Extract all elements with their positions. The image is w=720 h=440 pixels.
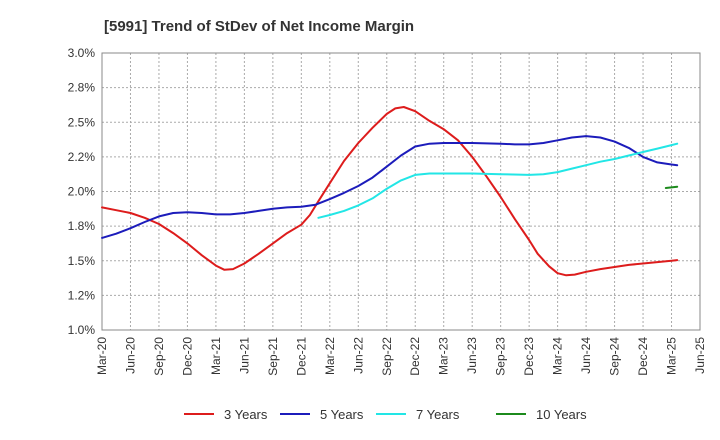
grid — [102, 53, 700, 330]
chart-title: [5991] Trend of StDev of Net Income Marg… — [104, 18, 414, 35]
x-tick-label: Jun-23 — [465, 337, 479, 374]
series-line-3-years — [101, 106, 679, 277]
y-tick-label: 2.0% — [68, 185, 96, 199]
x-tick-label: Dec-24 — [636, 337, 650, 376]
series-line-10-years — [664, 185, 679, 189]
y-tick-label: 1.0% — [68, 323, 96, 337]
x-tick-label: Sep-21 — [266, 337, 280, 376]
x-tick-label: Sep-23 — [494, 337, 508, 376]
x-tick-label: Dec-22 — [408, 337, 422, 376]
x-tick-label: Dec-21 — [294, 337, 308, 376]
y-tick-label: 2.5% — [68, 115, 96, 129]
x-tick-label: Mar-22 — [323, 337, 337, 375]
x-axis-ticks: Mar-20 Jun-20 Sep-20 Dec-20 Mar-21 Jun-21 Sep-… — [95, 337, 707, 376]
y-tick-label: 2.8% — [68, 81, 96, 95]
legend-label-3-years: 3 Years — [224, 407, 268, 422]
x-tick-label: Jun-20 — [123, 337, 137, 374]
x-tick-label: Mar-21 — [209, 337, 223, 375]
y-tick-label: 1.8% — [68, 219, 96, 233]
legend-label-10-years: 10 Years — [536, 407, 587, 422]
plot-area — [101, 52, 701, 331]
x-tick-label: Sep-22 — [380, 337, 394, 376]
x-tick-label: Dec-23 — [522, 337, 536, 376]
x-tick-label: Jun-22 — [351, 337, 365, 374]
x-tick-label: Dec-20 — [180, 337, 194, 376]
y-tick-label: 1.5% — [68, 254, 96, 268]
x-tick-label: Mar-20 — [95, 337, 109, 375]
x-tick-label: Jun-25 — [693, 337, 707, 374]
series-lines — [101, 106, 679, 277]
x-tick-label: Sep-24 — [608, 337, 622, 376]
legend-label-7-years: 7 Years — [416, 407, 460, 422]
x-tick-label: Mar-23 — [437, 337, 451, 375]
x-tick-label: Jun-24 — [579, 337, 593, 374]
series-line-5-years — [101, 135, 679, 239]
x-tick-label: Mar-24 — [551, 337, 565, 375]
y-axis-ticks: 1.0% 1.2% 1.5% 1.8% 2.0% 2.2% 2.5% 2.8% 3.0% — [68, 46, 96, 337]
x-tick-label: Sep-20 — [152, 337, 166, 376]
legend-label-5-years: 5 Years — [320, 407, 364, 422]
y-tick-label: 1.2% — [68, 288, 96, 302]
x-tick-label: Jun-21 — [237, 337, 251, 374]
y-tick-label: 3.0% — [68, 46, 96, 60]
x-tick-label: Mar-25 — [665, 337, 679, 375]
legend: 3 Years 5 Years 7 Years 10 Years — [184, 407, 587, 422]
y-tick-label: 2.2% — [68, 150, 96, 164]
series-line-7-years — [317, 142, 679, 219]
